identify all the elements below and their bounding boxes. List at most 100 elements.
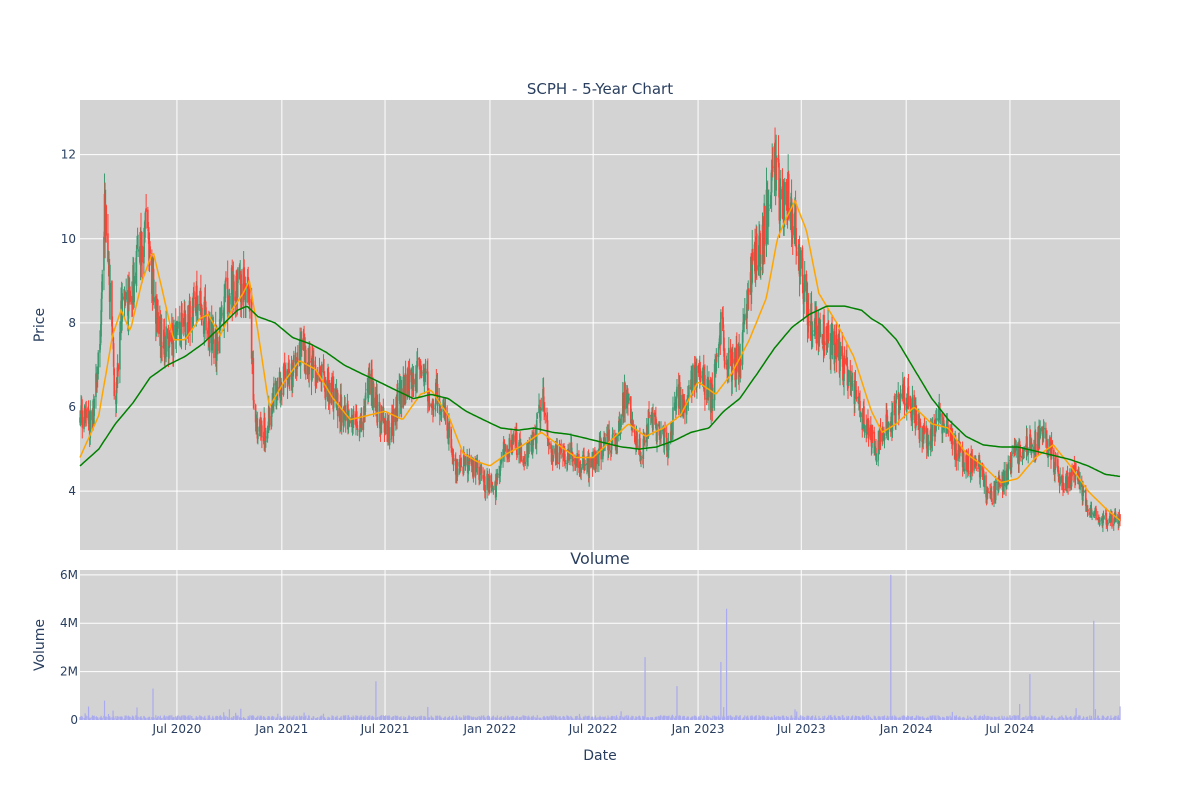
volume-bar [899, 717, 902, 720]
candle-body [981, 464, 983, 471]
candle-body [253, 399, 255, 405]
volume-bar [979, 715, 981, 720]
candle-body [668, 441, 670, 443]
candle-body [714, 362, 716, 364]
volume-bar [832, 718, 834, 720]
candle-body [279, 381, 282, 401]
candle-body [779, 195, 781, 221]
volume-bar [544, 717, 546, 720]
candle-body [1074, 471, 1077, 480]
volume-bar [293, 715, 295, 720]
candle-body [1019, 444, 1022, 457]
volume-bar [971, 718, 973, 720]
candle-body [247, 289, 250, 294]
volume-bar [696, 717, 698, 720]
candle-body [243, 285, 246, 289]
candle-body [895, 395, 898, 400]
candle-body [80, 403, 83, 413]
candle-body [112, 343, 115, 367]
volume-bar [620, 711, 622, 720]
candle-body [100, 310, 102, 337]
candle-body [107, 233, 109, 262]
candle-body [885, 412, 888, 418]
candle-body [786, 208, 788, 211]
candle-body [152, 268, 155, 302]
volume-bar [275, 717, 277, 720]
volume-bar [141, 718, 143, 720]
candle-body [228, 297, 230, 300]
volume-bar [301, 715, 303, 720]
candle-body [835, 334, 838, 359]
volume-bar [317, 717, 319, 720]
volume-bar [1103, 716, 1105, 720]
volume-bar [411, 716, 414, 720]
volume-bar [556, 717, 558, 720]
candle-body [486, 473, 488, 491]
candle-body [846, 366, 849, 386]
volume-bar [1117, 715, 1119, 720]
candle-body [276, 389, 279, 392]
volume-bar [414, 716, 416, 720]
candle-body [863, 424, 866, 433]
candle-body [167, 328, 169, 339]
candle-body [274, 380, 277, 386]
volume-bar [427, 706, 429, 720]
candle-body [696, 366, 698, 388]
candle-body [144, 211, 147, 220]
candle-body [93, 398, 96, 417]
candle-body [79, 419, 82, 425]
volume-bar [664, 715, 666, 720]
candle-body [1066, 475, 1068, 488]
volume-bar [691, 716, 693, 720]
volume-bar [221, 717, 223, 720]
volume-bar [168, 715, 170, 720]
candle-body [1010, 454, 1013, 468]
volume-bar [148, 716, 151, 720]
volume-bar [716, 716, 718, 720]
volume-bar [163, 715, 165, 720]
candle-body [875, 460, 878, 463]
volume-bar [630, 717, 632, 720]
candle-body [499, 466, 502, 476]
volume-bar [632, 716, 634, 720]
candle-body [530, 443, 532, 445]
volume-bar [432, 718, 435, 720]
candle-body [97, 352, 100, 375]
candle-body [866, 432, 868, 434]
candle-body [933, 424, 936, 436]
candle-body [1106, 523, 1109, 526]
volume-bar [424, 717, 427, 720]
volume-bar [459, 716, 461, 720]
candle-body [1062, 489, 1065, 491]
candle-body [203, 301, 206, 334]
volume-bar [648, 718, 650, 720]
volume-bar [103, 700, 106, 720]
volume-bar [291, 716, 293, 720]
candle-body [861, 412, 864, 431]
x-tick-label: Jul 2021 [360, 722, 410, 736]
candle-body [271, 404, 273, 410]
candle-body [1089, 510, 1092, 516]
volume-bar [400, 718, 403, 720]
volume-bar [812, 715, 814, 720]
candle-body [144, 220, 146, 238]
volume-bar [268, 716, 270, 720]
volume-plot-background [80, 570, 1120, 720]
volume-bar [554, 715, 557, 720]
volume-bar [340, 716, 342, 720]
candle-body [1034, 432, 1037, 453]
candle-body [786, 191, 789, 206]
volume-bar [836, 718, 838, 720]
candle-body [81, 410, 84, 428]
candle-body [189, 301, 191, 332]
candle-body [575, 461, 577, 463]
candle-body [985, 475, 987, 498]
candle-body [973, 460, 975, 471]
volume-bar [658, 716, 660, 720]
candle-body [847, 370, 850, 386]
volume-bar [999, 718, 1001, 720]
volume-bar [394, 715, 396, 720]
candle-body [396, 387, 399, 419]
volume-bar [257, 715, 259, 720]
candle-body [959, 446, 962, 452]
